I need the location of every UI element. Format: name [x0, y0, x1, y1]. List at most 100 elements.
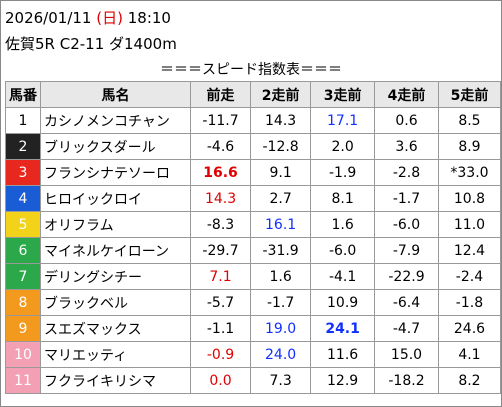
horse-name: フランシナテソーロ — [39, 159, 192, 186]
date: 2026/01/11 — [5, 9, 92, 27]
row: 8 ブラックベル -5.7 -1.7 10.9 -6.4 -1.8 — [5, 289, 501, 316]
speed-index: *33.0 — [437, 159, 501, 186]
row: 10 マリエッティ -0.9 24.0 11.6 15.0 4.1 — [5, 341, 501, 368]
horse-number: 8 — [5, 289, 41, 316]
speed-index: 8.5 — [437, 107, 501, 134]
speed-index: -18.2 — [374, 367, 439, 394]
date-line: 2026/01/11 (日) 18:10 — [5, 7, 171, 28]
speed-index: 24.0 — [250, 341, 312, 368]
speed-index: 12.9 — [310, 367, 376, 394]
weekday: (日) — [96, 9, 123, 27]
horse-number: 2 — [5, 133, 41, 160]
speed-index: 0.0 — [190, 367, 252, 394]
speed-index: -1.7 — [374, 185, 439, 212]
horse-number: 7 — [5, 263, 41, 290]
horse-name: オリフラム — [39, 211, 192, 238]
horse-name: カシノメンコチャン — [39, 107, 192, 134]
row: 5 オリフラム -8.3 16.1 1.6 -6.0 11.0 — [5, 211, 501, 238]
horse-name: フクライキリシマ — [39, 367, 192, 394]
speed-index: 8.9 — [437, 133, 501, 160]
speed-index: 24.1 — [310, 315, 376, 342]
speed-index: -6.0 — [374, 211, 439, 238]
speed-index: -1.1 — [190, 315, 252, 342]
row: 11 フクライキリシマ 0.0 7.3 12.9 -18.2 8.2 — [5, 367, 501, 394]
column-header: 5走前 — [437, 81, 501, 108]
speed-index: -22.9 — [374, 263, 439, 290]
speed-index: -29.7 — [190, 237, 252, 264]
horse-name: マイネルケイローン — [39, 237, 192, 264]
column-header: 3走前 — [310, 81, 376, 108]
speed-index: 10.9 — [310, 289, 376, 316]
column-header: 2走前 — [250, 81, 312, 108]
row: 9 スエズマックス -1.1 19.0 24.1 -4.7 24.6 — [5, 315, 501, 342]
row: 6 マイネルケイローン -29.7 -31.9 -6.0 -7.9 12.4 — [5, 237, 501, 264]
speed-index: 11.6 — [310, 341, 376, 368]
speed-index: 19.0 — [250, 315, 312, 342]
speed-index: -4.1 — [310, 263, 376, 290]
horse-number: 1 — [5, 107, 41, 134]
speed-index: 3.6 — [374, 133, 439, 160]
speed-index: -11.7 — [190, 107, 252, 134]
speed-index: 2.0 — [310, 133, 376, 160]
horse-name: ブラックベル — [39, 289, 192, 316]
speed-index: 8.2 — [437, 367, 501, 394]
horse-name: デリングシチー — [39, 263, 192, 290]
speed-index: -4.7 — [374, 315, 439, 342]
race: 佐賀5R C2-11 ダ1400m — [5, 35, 177, 53]
row: 7 デリングシチー 7.1 1.6 -4.1 -22.9 -2.4 — [5, 263, 501, 290]
speed-index: 9.1 — [250, 159, 312, 186]
title: ＝＝＝スピード指数表＝＝＝ — [160, 62, 342, 78]
speed-index: 8.1 — [310, 185, 376, 212]
speed-index: -6.4 — [374, 289, 439, 316]
speed-index: 12.4 — [437, 237, 501, 264]
speed-index: 15.0 — [374, 341, 439, 368]
speed-index: 2.7 — [250, 185, 312, 212]
speed-index: 1.6 — [250, 263, 312, 290]
speed-index: 16.1 — [250, 211, 312, 238]
speed-index: -7.9 — [374, 237, 439, 264]
speed-index: 17.1 — [310, 107, 376, 134]
speed-index: 14.3 — [190, 185, 252, 212]
speed-index: 4.1 — [437, 341, 501, 368]
speed-table: 馬番 馬名 前走 2走前 3走前 4走前 5走前 1 カシノメンコチャン -11.7 14.3 17… — [5, 81, 501, 394]
speed-index: 7.1 — [190, 263, 252, 290]
horse-number: 4 — [5, 185, 41, 212]
time: 18:10 — [127, 9, 171, 27]
speed-index: -1.7 — [250, 289, 312, 316]
speed-index: -2.8 — [374, 159, 439, 186]
horse-number: 5 — [5, 211, 41, 238]
column-header: 4走前 — [374, 81, 439, 108]
speed-index: 11.0 — [437, 211, 501, 238]
horse-number: 9 — [5, 315, 41, 342]
speed-index: 1.6 — [310, 211, 376, 238]
speed-index: -2.4 — [437, 263, 501, 290]
header-row: 馬番 馬名 前走 2走前 3走前 4走前 5走前 — [5, 81, 501, 108]
horse-name: スエズマックス — [39, 315, 192, 342]
speed-index: -4.6 — [190, 133, 252, 160]
horse-number: 11 — [5, 367, 41, 394]
speed-index: 10.8 — [437, 185, 501, 212]
speed-index: 14.3 — [250, 107, 312, 134]
horse-name: ブリックスダール — [39, 133, 192, 160]
column-header: 馬名 — [39, 81, 192, 108]
horse-number: 10 — [5, 341, 41, 368]
speed-index: -1.8 — [437, 289, 501, 316]
speed-index: -12.8 — [250, 133, 312, 160]
speed-index: 16.6 — [190, 159, 252, 186]
column-header: 前走 — [190, 81, 252, 108]
horse-name: ヒロイックロイ — [39, 185, 192, 212]
speed-index: -1.9 — [310, 159, 376, 186]
speed-index: -5.7 — [190, 289, 252, 316]
row: 4 ヒロイックロイ 14.3 2.7 8.1 -1.7 10.8 — [5, 185, 501, 212]
row: 2 ブリックスダール -4.6 -12.8 2.0 3.6 8.9 — [5, 133, 501, 160]
row: 1 カシノメンコチャン -11.7 14.3 17.1 0.6 8.5 — [5, 107, 501, 134]
column-header: 馬番 — [5, 81, 41, 108]
horse-number: 3 — [5, 159, 41, 186]
horse-name: マリエッティ — [39, 341, 192, 368]
horse-number: 6 — [5, 237, 41, 264]
row: 3 フランシナテソーロ 16.6 9.1 -1.9 -2.8 *33.0 — [5, 159, 501, 186]
speed-index: -8.3 — [190, 211, 252, 238]
speed-index: 7.3 — [250, 367, 312, 394]
speed-index: -6.0 — [310, 237, 376, 264]
